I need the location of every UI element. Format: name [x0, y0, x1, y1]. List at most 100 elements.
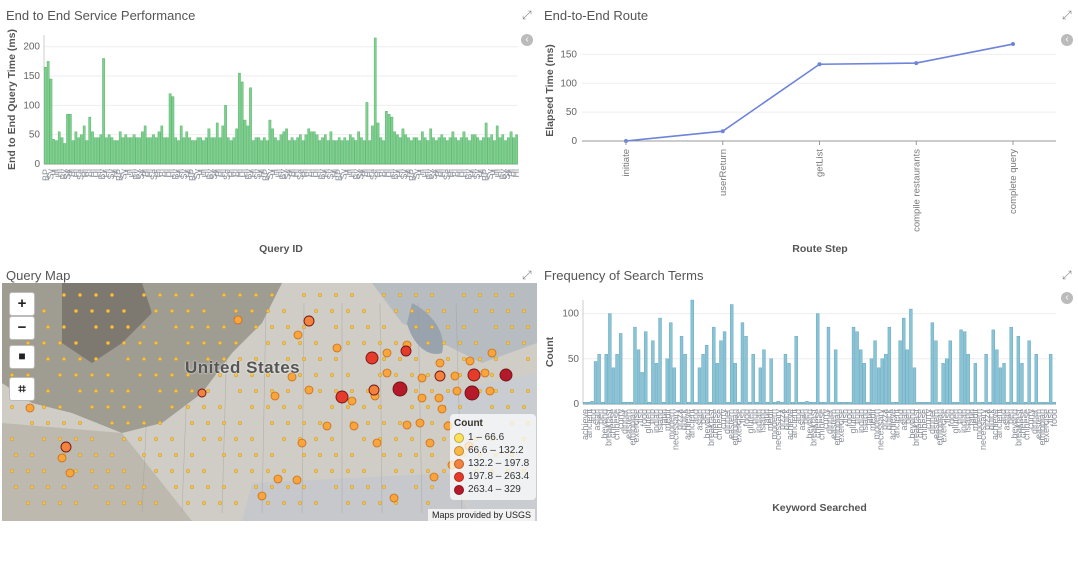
bar — [365, 102, 369, 165]
count-marker — [273, 474, 283, 484]
count-marker — [233, 315, 243, 325]
bar — [884, 354, 888, 405]
x-tick-label: Se — [222, 169, 232, 180]
bar — [930, 322, 935, 405]
x-tick-label: compile restaurants — [911, 149, 922, 232]
legend-label: 1 – 66.6 — [468, 432, 505, 443]
bar — [694, 401, 698, 405]
bar — [451, 131, 455, 165]
bar — [977, 401, 981, 405]
x-tick-label: BP — [114, 169, 124, 181]
bar — [880, 358, 884, 405]
x-tick-label: latin — [761, 409, 771, 426]
x-tick-label: By — [132, 169, 142, 180]
count-marker-small — [205, 388, 210, 393]
bar — [238, 72, 241, 165]
bar — [482, 137, 485, 165]
count-marker-small — [330, 309, 335, 314]
bar — [509, 131, 513, 165]
count-marker-small — [474, 309, 479, 314]
count-marker-small — [394, 309, 399, 314]
count-marker-small — [189, 420, 194, 425]
legend-toggle-icon[interactable]: ‹ — [1061, 292, 1073, 304]
zoom-out-button[interactable]: − — [9, 316, 35, 340]
count-marker-small — [410, 404, 415, 409]
bar — [633, 326, 637, 405]
expand-icon[interactable]: ⤢ — [1062, 8, 1072, 22]
legend-label: 263.4 – 329 — [468, 484, 521, 495]
count-marker-small — [137, 341, 142, 346]
count-marker-small — [362, 341, 367, 346]
x-tick-label: beyond — [702, 409, 712, 439]
bar — [479, 140, 482, 165]
count-marker-small — [121, 468, 126, 473]
bar — [129, 137, 133, 165]
count-marker-small — [141, 292, 146, 297]
bar — [948, 340, 952, 405]
count-marker-small — [362, 404, 367, 409]
expand-icon[interactable]: ⤢ — [522, 268, 532, 282]
panel-title: End-to-End Route — [544, 8, 649, 23]
map-canvas[interactable] — [2, 283, 537, 521]
bar — [927, 401, 931, 405]
count-marker-small — [446, 325, 451, 330]
count-marker-small — [302, 356, 307, 361]
x-tick-label: indian — [651, 409, 661, 433]
count-marker-small — [89, 468, 94, 473]
x-tick-label: By — [317, 169, 327, 180]
count-marker-small — [201, 404, 206, 409]
count-marker-small — [185, 309, 190, 314]
legend-label: 66.6 – 132.2 — [468, 445, 524, 456]
bar — [326, 140, 330, 165]
count-marker-small — [141, 325, 146, 330]
legend-toggle-icon[interactable]: ‹ — [1061, 34, 1073, 46]
x-tick-label: indian — [753, 409, 763, 433]
count-marker — [415, 418, 425, 428]
count-marker-small — [205, 484, 210, 489]
count-marker-small — [153, 468, 158, 473]
x-tick-label: Hi — [459, 169, 469, 178]
x-tick-label: achieve — [682, 409, 692, 440]
count-marker-small — [249, 309, 254, 314]
x-tick-label: eastern — [623, 409, 633, 439]
count-marker — [25, 403, 35, 413]
count-marker-small — [173, 484, 178, 489]
count-marker-small — [233, 309, 238, 314]
zoom-in-button[interactable]: + — [9, 292, 35, 316]
draw-rectangle-button[interactable]: ■ — [9, 345, 35, 369]
crop-icon[interactable]: ⌗ — [9, 377, 35, 401]
count-marker — [389, 493, 399, 503]
count-marker-small — [42, 468, 47, 473]
search-terms-chart: 050100achieveancientandasianbenbeyondbre… — [544, 299, 1059, 514]
count-marker-small — [266, 341, 271, 346]
count-marker-small — [89, 372, 94, 377]
x-tick-label: island — [655, 409, 665, 433]
route-chart: 0 50 100 150 initiate userReturn getList compil… — [544, 42, 1056, 255]
x-tick-label: exercise — [734, 409, 744, 443]
expand-icon[interactable]: ⤢ — [522, 8, 532, 22]
bar — [891, 401, 895, 405]
x-tick-label: beyond — [907, 409, 917, 439]
count-marker-small — [77, 356, 82, 361]
bar — [941, 363, 945, 405]
x-tick-label: Hi — [300, 169, 310, 178]
bar — [368, 140, 372, 165]
count-marker-small — [430, 292, 435, 297]
count-marker-small — [362, 500, 367, 505]
legend-toggle-icon[interactable]: ‹ — [521, 34, 533, 46]
expand-icon[interactable]: ⤢ — [1062, 268, 1072, 282]
bar — [679, 335, 684, 405]
bar — [296, 137, 299, 165]
bar — [665, 358, 669, 405]
x-tick-label: By — [425, 169, 435, 180]
bar — [434, 140, 438, 165]
x-tick-label: cheese — [1017, 409, 1027, 438]
bar — [937, 401, 942, 405]
count-marker-small — [201, 341, 206, 346]
bar — [182, 137, 186, 165]
x-tick-label: achieve — [990, 409, 1000, 440]
count-marker-small — [73, 468, 78, 473]
bar — [855, 331, 859, 405]
x-tick-label: Hi — [201, 169, 211, 178]
bar — [213, 137, 216, 165]
